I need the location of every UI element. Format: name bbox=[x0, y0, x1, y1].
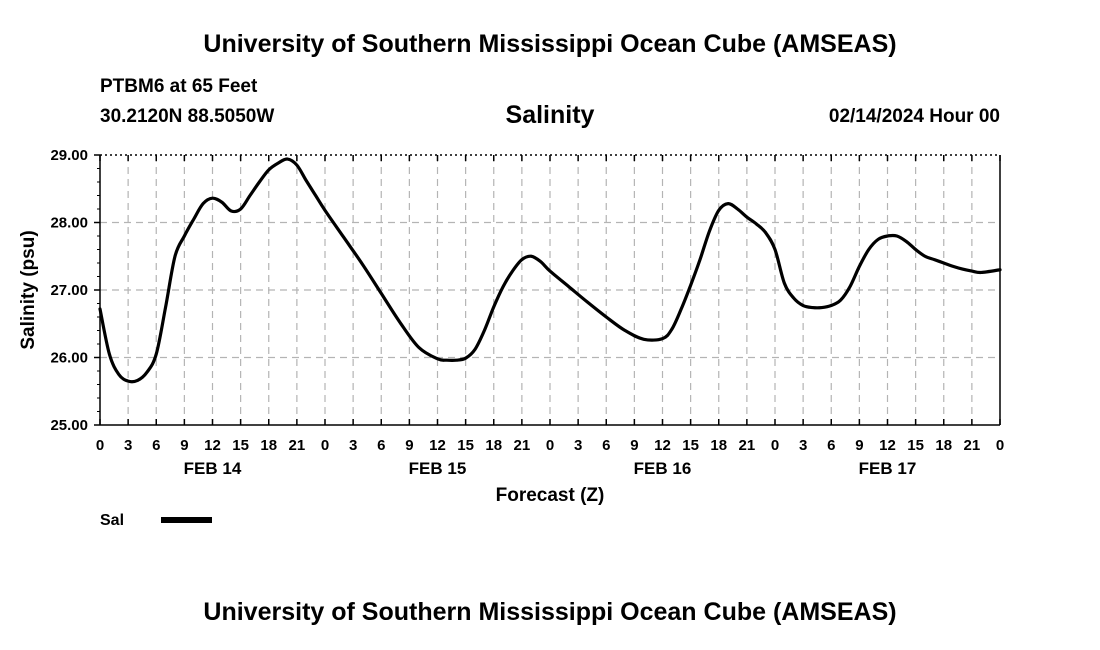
x-tick-label: 15 bbox=[682, 437, 699, 454]
station-coordinates: 30.2120N 88.5050W bbox=[100, 106, 275, 127]
x-tick-label: 15 bbox=[232, 437, 249, 454]
forecast-datetime: 02/14/2024 Hour 00 bbox=[828, 106, 1000, 127]
y-tick-label: 26.00 bbox=[50, 350, 88, 367]
chart-title-top: University of Southern Mississippi Ocean… bbox=[203, 30, 897, 58]
x-tick-label: 6 bbox=[602, 437, 610, 454]
x-tick-label: 18 bbox=[710, 437, 727, 454]
x-day-label: FEB 17 bbox=[859, 459, 917, 478]
x-tick-label: 0 bbox=[321, 437, 329, 454]
x-tick-label: 0 bbox=[96, 437, 104, 454]
x-tick-label: 21 bbox=[964, 437, 981, 454]
x-tick-label: 9 bbox=[855, 437, 863, 454]
x-tick-label: 21 bbox=[739, 437, 756, 454]
x-tick-label: 15 bbox=[907, 437, 924, 454]
x-tick-label: 12 bbox=[879, 437, 896, 454]
variable-title: Salinity bbox=[505, 101, 595, 129]
x-tick-label: 9 bbox=[180, 437, 188, 454]
x-tick-label: 0 bbox=[546, 437, 554, 454]
x-tick-label: 6 bbox=[377, 437, 385, 454]
x-tick-label: 9 bbox=[630, 437, 638, 454]
x-tick-label: 6 bbox=[827, 437, 835, 454]
station-label: PTBM6 at 65 Feet bbox=[100, 76, 258, 97]
x-tick-label: 0 bbox=[996, 437, 1004, 454]
series-layer bbox=[98, 157, 1002, 384]
x-tick-label: 21 bbox=[289, 437, 306, 454]
y-tick-label: 27.00 bbox=[50, 282, 88, 299]
x-tick-label: 3 bbox=[124, 437, 132, 454]
y-axis-label: Salinity (psu) bbox=[18, 230, 39, 349]
x-tick-label: 12 bbox=[654, 437, 671, 454]
x-tick-label: 12 bbox=[204, 437, 221, 454]
axes: 0 3 6 9 12 15 18 21 0 3 6 9 12 15 18 21 0 3 6 9 12 15 18 21 0 3 6 9… bbox=[50, 147, 1004, 478]
x-tick-label: 3 bbox=[349, 437, 357, 454]
x-day-label: FEB 15 bbox=[409, 459, 467, 478]
x-tick-label: 3 bbox=[574, 437, 582, 454]
x-tick-label: 3 bbox=[799, 437, 807, 454]
x-tick-label: 18 bbox=[260, 437, 277, 454]
x-tick-label: 15 bbox=[457, 437, 474, 454]
x-tick-label: 12 bbox=[429, 437, 446, 454]
y-tick-label: 25.00 bbox=[50, 417, 88, 434]
x-tick-label: 0 bbox=[771, 437, 779, 454]
legend-label: Sal bbox=[100, 512, 124, 529]
chart-title-bottom: University of Southern Mississippi Ocean… bbox=[203, 598, 897, 626]
x-tick-label: 9 bbox=[405, 437, 413, 454]
legend: Sal bbox=[100, 512, 212, 529]
x-tick-label: 21 bbox=[514, 437, 531, 454]
x-day-label: FEB 14 bbox=[184, 459, 242, 478]
y-tick-label: 29.00 bbox=[50, 147, 88, 164]
x-tick-label: 18 bbox=[485, 437, 502, 454]
y-tick-label: 28.00 bbox=[50, 215, 88, 232]
x-axis-label: Forecast (Z) bbox=[496, 485, 605, 506]
x-day-label: FEB 16 bbox=[634, 459, 692, 478]
x-tick-label: 18 bbox=[935, 437, 952, 454]
x-tick-label: 6 bbox=[152, 437, 160, 454]
series-line-sal bbox=[98, 157, 1002, 384]
grid-lines bbox=[100, 155, 1000, 425]
